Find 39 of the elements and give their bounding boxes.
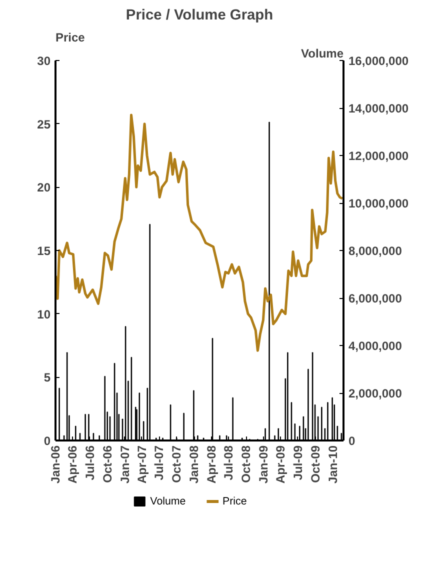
y-tick-label: 10 xyxy=(37,307,51,322)
x-tick-label: Oct-07 xyxy=(170,445,184,483)
y-tick-label: 5 xyxy=(44,370,51,385)
x-tick-label: Jan-10 xyxy=(326,445,340,484)
y-tick-label: 25 xyxy=(37,117,51,132)
y-tick-label: 20 xyxy=(37,180,51,195)
y2-tick-label: 2,000,000 xyxy=(348,386,402,400)
y2-tick-label: 12,000,000 xyxy=(348,149,409,163)
x-tick-label: Jan-09 xyxy=(256,445,271,484)
x-tick-label: Apr-07 xyxy=(134,445,149,484)
y2-tick-label: 8,000,000 xyxy=(348,244,402,258)
y2-tick-label: 6,000,000 xyxy=(348,292,402,306)
y2-axis-title: Volume xyxy=(301,46,344,60)
x-tick-label: Apr-09 xyxy=(274,445,288,484)
y2-tick-label: 4,000,000 xyxy=(348,339,402,353)
x-tick-label: Oct-06 xyxy=(100,445,114,483)
x-tick-label: Jul-07 xyxy=(152,445,166,480)
y-axis-title: Price xyxy=(56,30,86,44)
y2-tick-label: 10,000,000 xyxy=(348,196,409,210)
legend-label: Volume xyxy=(150,496,186,508)
y-tick-label: 15 xyxy=(37,244,51,258)
x-tick-label: Jul-09 xyxy=(290,445,305,480)
y2-tick-label: 16,000,000 xyxy=(348,54,409,68)
y2-tick-label: 0 xyxy=(348,434,356,448)
chart-title: Price / Volume Graph xyxy=(126,8,274,24)
legend-label: Price xyxy=(222,496,247,508)
y-tick-label: 0 xyxy=(44,434,51,448)
x-tick-label: Apr-06 xyxy=(66,445,80,484)
y2-tick-label: 14,000,000 xyxy=(348,102,409,116)
x-tick-label: Apr-08 xyxy=(204,445,218,484)
x-tick-label: Oct-09 xyxy=(308,445,322,483)
y-tick-label: 30 xyxy=(37,54,51,68)
x-tick-label: Jan-07 xyxy=(118,445,132,484)
x-tick-label: Oct-08 xyxy=(239,445,254,483)
x-tick-label: Jul-06 xyxy=(82,445,97,480)
x-tick-label: Jan-06 xyxy=(48,445,62,484)
x-tick-label: Jul-08 xyxy=(222,445,236,480)
line-series xyxy=(56,114,344,352)
x-tick-label: Jan-08 xyxy=(187,445,202,484)
